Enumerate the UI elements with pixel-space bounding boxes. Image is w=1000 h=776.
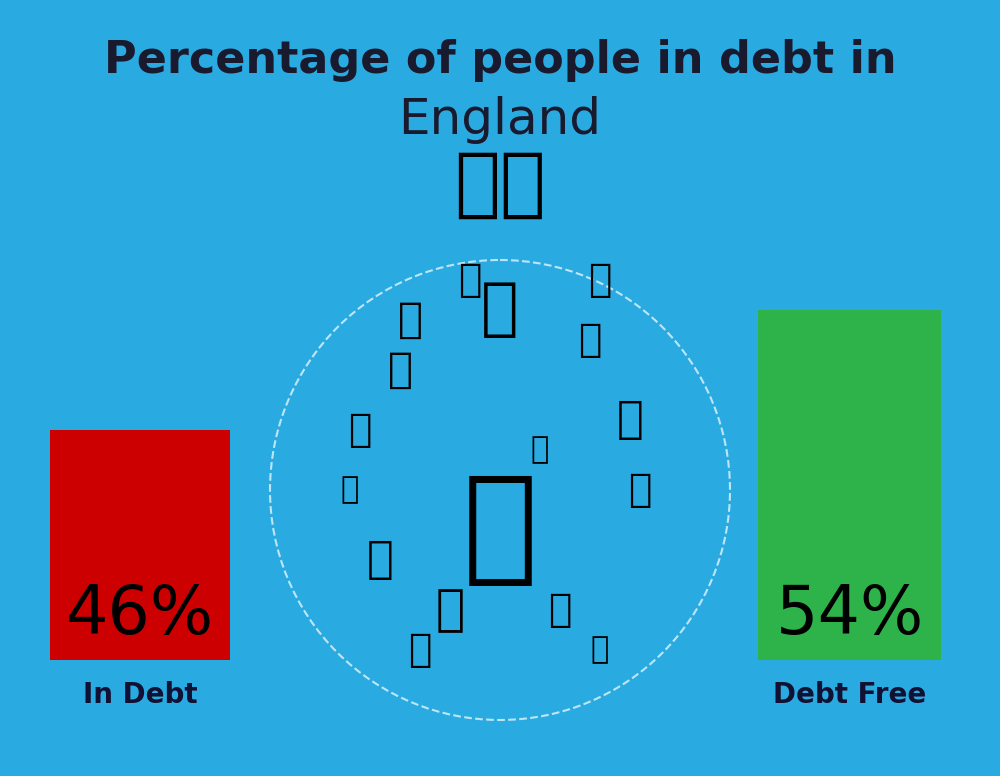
Text: In Debt: In Debt	[83, 681, 197, 709]
Text: 54%: 54%	[775, 582, 924, 648]
Text: 🏠: 🏠	[481, 280, 519, 340]
Text: 🎓: 🎓	[617, 399, 643, 442]
Text: 💼: 💼	[367, 539, 393, 581]
Text: 💵: 💵	[408, 631, 432, 669]
Text: 🏦: 🏦	[462, 469, 538, 591]
Text: 📋: 📋	[548, 591, 572, 629]
Text: 🇬🇧: 🇬🇧	[454, 148, 546, 222]
Text: 💵: 💵	[591, 636, 609, 664]
Text: 💰: 💰	[398, 299, 422, 341]
Circle shape	[270, 260, 730, 720]
Text: 💲: 💲	[531, 435, 549, 465]
Text: 🔑: 🔑	[588, 261, 612, 299]
FancyBboxPatch shape	[758, 310, 941, 660]
Text: 💳: 💳	[578, 321, 602, 359]
Text: 🔒: 🔒	[348, 411, 372, 449]
Text: England: England	[398, 96, 602, 144]
Text: Debt Free: Debt Free	[773, 681, 926, 709]
Text: 📦: 📦	[388, 349, 413, 391]
FancyBboxPatch shape	[50, 430, 230, 660]
Text: Percentage of people in debt in: Percentage of people in debt in	[104, 39, 896, 81]
Text: 📱: 📱	[628, 471, 652, 509]
Text: 💎: 💎	[341, 476, 359, 504]
Text: 🚗: 🚗	[435, 586, 465, 634]
Text: 46%: 46%	[66, 582, 214, 648]
Text: 💵: 💵	[458, 261, 482, 299]
